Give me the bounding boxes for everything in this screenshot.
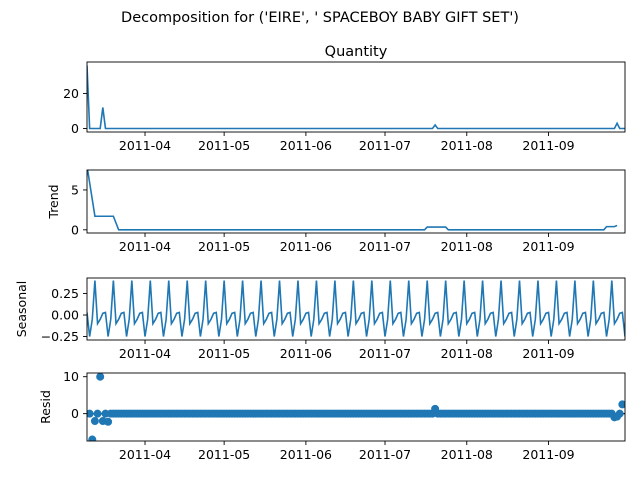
x-tick-label: 2011-05 bbox=[198, 239, 250, 254]
panel-data bbox=[87, 373, 625, 441]
x-tick-label: 2011-06 bbox=[280, 138, 332, 153]
y-axis-label: Resid bbox=[38, 390, 53, 424]
x-tick-label: 2011-09 bbox=[522, 346, 574, 361]
x-tick-label: 2011-06 bbox=[280, 447, 332, 462]
axes-frame bbox=[86, 169, 626, 234]
panel-1: Quantity 0 20 2011-04 2011-05 2011-06 2011-07 2… bbox=[63, 44, 626, 153]
panel-data bbox=[87, 170, 618, 231]
y-tick-label: 0 bbox=[71, 222, 79, 237]
x-tick-label: 2011-05 bbox=[198, 138, 250, 153]
y-tick-label: 0.25 bbox=[51, 286, 79, 301]
resid-point bbox=[88, 435, 97, 441]
axes-frame bbox=[86, 277, 626, 341]
x-tick-label: 2011-07 bbox=[359, 346, 411, 361]
series-line bbox=[87, 170, 618, 231]
x-tick-label: 2011-08 bbox=[441, 346, 493, 361]
axes-frame bbox=[86, 61, 626, 133]
x-tick-label: 2011-05 bbox=[198, 447, 250, 462]
x-tick-label: 2011-06 bbox=[280, 346, 332, 361]
panel-title: Quantity bbox=[325, 44, 388, 60]
x-tick-label: 2011-08 bbox=[441, 138, 493, 153]
panel-data bbox=[87, 280, 625, 337]
x-tick-label: 2011-09 bbox=[522, 239, 574, 254]
y-axis-label: Trend bbox=[46, 184, 61, 219]
x-tick-label: 2011-09 bbox=[522, 447, 574, 462]
panel-3: Seasonal −0.25 0.00 0.25 2011-04 2011-05 2011-… bbox=[14, 277, 626, 361]
resid-point bbox=[87, 409, 94, 418]
y-tick-label: 0 bbox=[71, 121, 79, 136]
panels: Quantity 0 20 2011-04 2011-05 2011-06 2011-07 2… bbox=[14, 44, 626, 462]
x-tick-label: 2011-08 bbox=[441, 239, 493, 254]
x-tick-label: 2011-06 bbox=[280, 239, 332, 254]
y-axis-label: Seasonal bbox=[14, 281, 29, 338]
resid-point bbox=[618, 400, 625, 409]
axes-frame bbox=[86, 372, 626, 442]
seasonal-line bbox=[87, 280, 625, 337]
resid-point bbox=[106, 409, 115, 418]
x-tick-label: 2011-08 bbox=[441, 447, 493, 462]
resid-point bbox=[90, 417, 99, 426]
x-tick-label: 2011-04 bbox=[119, 447, 171, 462]
x-tick-label: 2011-04 bbox=[119, 138, 171, 153]
series-line bbox=[87, 65, 625, 130]
resid-point bbox=[613, 412, 622, 421]
x-tick-label: 2011-07 bbox=[359, 138, 411, 153]
y-tick-label: 0 bbox=[71, 406, 79, 421]
y-tick-label: 5 bbox=[71, 182, 79, 197]
panel-data bbox=[87, 65, 625, 130]
x-tick-label: 2011-07 bbox=[359, 447, 411, 462]
x-tick-label: 2011-05 bbox=[198, 346, 250, 361]
x-tick-label: 2011-09 bbox=[522, 138, 574, 153]
x-tick-label: 2011-04 bbox=[119, 346, 171, 361]
x-tick-label: 2011-04 bbox=[119, 239, 171, 254]
resid-point bbox=[431, 404, 440, 413]
y-tick-label: −0.25 bbox=[41, 329, 79, 344]
x-tick-label: 2011-07 bbox=[359, 239, 411, 254]
resid-point bbox=[104, 417, 113, 426]
figure-suptitle: Decomposition for ('EIRE', ' SPACEBOY BA… bbox=[121, 10, 519, 26]
resid-point bbox=[93, 409, 102, 418]
panel-2: Trend 0 5 2011-04 2011-05 2011-06 2011-07 2011-… bbox=[46, 169, 626, 254]
y-tick-label: 10 bbox=[63, 369, 79, 384]
panel-4: Resid 0 10 2011-04 2011-05 2011-06 2011-07 2011… bbox=[38, 369, 626, 462]
y-tick-label: 20 bbox=[63, 86, 79, 101]
resid-point bbox=[96, 373, 105, 381]
y-tick-label: 0.00 bbox=[51, 308, 79, 323]
